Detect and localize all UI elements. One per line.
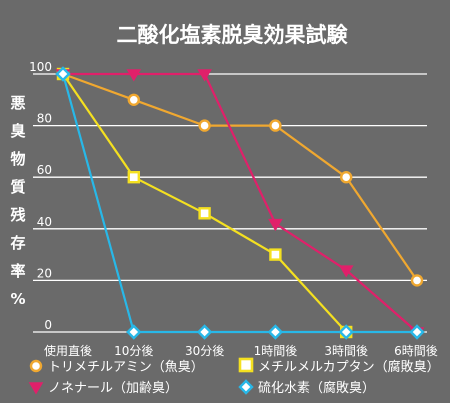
chart-title: 二酸化塩素脱臭効果試験 bbox=[117, 23, 349, 47]
legend-label: トリメチルアミン（魚臭） bbox=[48, 360, 204, 375]
data-point bbox=[55, 66, 71, 82]
data-point bbox=[196, 324, 213, 340]
legend: トリメチルアミン（魚臭） メチルメルカプタン（腐敗臭） ノネナール（加齢臭） 硫化水素… bbox=[28, 357, 440, 396]
data-point bbox=[198, 207, 211, 220]
x-tick-label: 10分後 bbox=[114, 344, 153, 358]
series-line-2 bbox=[62, 73, 348, 333]
legend-marker bbox=[29, 359, 43, 373]
data-point bbox=[409, 324, 425, 340]
series-line-3 bbox=[63, 72, 418, 333]
legend-marker bbox=[28, 382, 44, 395]
data-point bbox=[269, 119, 282, 132]
y-tick-label: 80 bbox=[37, 112, 52, 126]
data-point bbox=[126, 69, 142, 82]
data-point bbox=[268, 218, 283, 232]
data-point bbox=[126, 324, 142, 340]
x-axis-ticks: 使用直後 10分後 30分後 1時間後 3時間後 6時間後 bbox=[44, 343, 438, 358]
x-tick-label: 1時間後 bbox=[254, 344, 298, 358]
y-tick-label: 0 bbox=[44, 318, 52, 332]
x-tick-label: 30分後 bbox=[185, 344, 224, 358]
y-tick-label: 60 bbox=[37, 163, 52, 177]
data-point bbox=[338, 265, 354, 278]
data-point bbox=[197, 69, 212, 82]
x-tick-label: 6時間後 bbox=[394, 344, 438, 358]
y-axis-label: 悪臭物質残存率% bbox=[10, 94, 25, 308]
y-tick-label: 40 bbox=[37, 215, 52, 229]
series-line-1 bbox=[62, 72, 418, 282]
y-axis-label-text: 悪臭物質残存率% bbox=[10, 94, 25, 308]
data-point bbox=[267, 324, 284, 340]
series-line-4 bbox=[61, 73, 417, 334]
data-point bbox=[198, 119, 211, 132]
series-lines bbox=[61, 72, 418, 334]
series-markers bbox=[55, 66, 425, 340]
legend-label: 硫化水素（腐敗臭） bbox=[258, 381, 375, 396]
data-point bbox=[127, 170, 141, 184]
legend-marker bbox=[238, 379, 254, 395]
x-tick-label: 3時間後 bbox=[324, 344, 368, 358]
grid bbox=[33, 73, 427, 333]
data-point bbox=[340, 170, 353, 184]
data-point bbox=[410, 274, 424, 287]
y-axis-ticks: 0 20 40 60 80 100 bbox=[29, 60, 52, 332]
data-point bbox=[269, 248, 282, 261]
data-point bbox=[338, 324, 354, 340]
legend-marker bbox=[238, 357, 254, 373]
y-tick-label: 20 bbox=[37, 266, 52, 280]
x-tick-label: 使用直後 bbox=[44, 343, 92, 358]
legend-label: ノネナール（加齢臭） bbox=[48, 381, 178, 396]
data-point bbox=[127, 93, 141, 107]
y-tick-label: 100 bbox=[29, 60, 52, 74]
legend-label: メチルメルカプタン（腐敗臭） bbox=[258, 360, 440, 375]
